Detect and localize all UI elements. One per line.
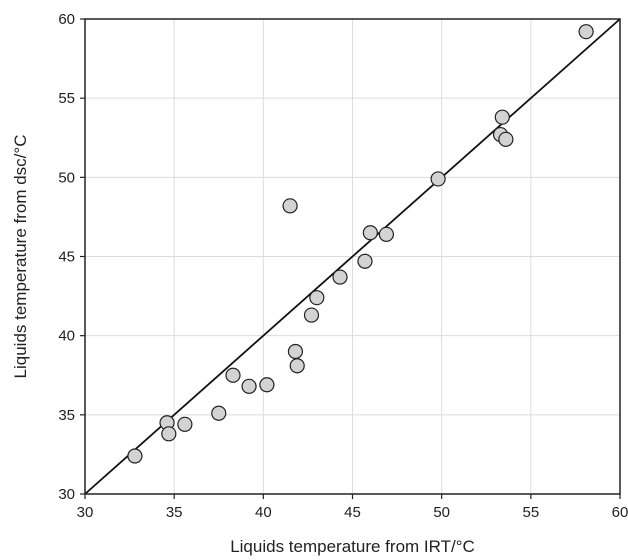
x-tick-label: 50 [433,504,450,521]
y-axis-ticks: 30 35 40 45 50 55 60 [58,11,85,503]
data-points [127,24,594,464]
data-point [177,416,193,432]
data-point [332,269,348,285]
y-tick-label: 50 [58,169,75,186]
data-point [498,131,514,147]
data-point [211,405,227,421]
x-tick-label: 35 [166,504,183,521]
reference-line-group [84,18,621,495]
y-tick-label: 55 [58,90,75,107]
y-tick-label: 30 [58,486,75,503]
data-point [362,225,378,241]
y-axis-title: Liquids temperature from dsc/°C [11,135,30,379]
y-tick-label: 60 [58,11,75,28]
data-point [282,198,298,214]
data-point [127,448,143,464]
x-tick-label: 45 [344,504,361,521]
data-point [357,253,373,269]
data-point [225,367,241,383]
x-axis-title: Liquids temperature from IRT/°C [230,537,475,556]
x-axis-ticks: 30 35 40 45 50 55 60 [77,494,628,521]
data-point [430,171,446,187]
data-point [289,358,305,374]
data-point [494,109,510,125]
x-tick-label: 60 [612,504,628,521]
x-tick-label: 30 [77,504,94,521]
y-tick-label: 45 [58,249,75,266]
data-point [309,290,325,306]
data-point [259,377,275,393]
data-point [378,226,394,242]
reference-line [84,18,621,495]
x-tick-label: 40 [255,504,272,521]
data-point [303,307,320,323]
x-tick-label: 55 [522,504,539,521]
data-point [241,378,257,394]
y-tick-label: 40 [58,328,75,345]
data-point [578,24,594,40]
data-point [287,343,304,360]
y-tick-label: 35 [58,407,75,424]
data-point [161,426,177,442]
